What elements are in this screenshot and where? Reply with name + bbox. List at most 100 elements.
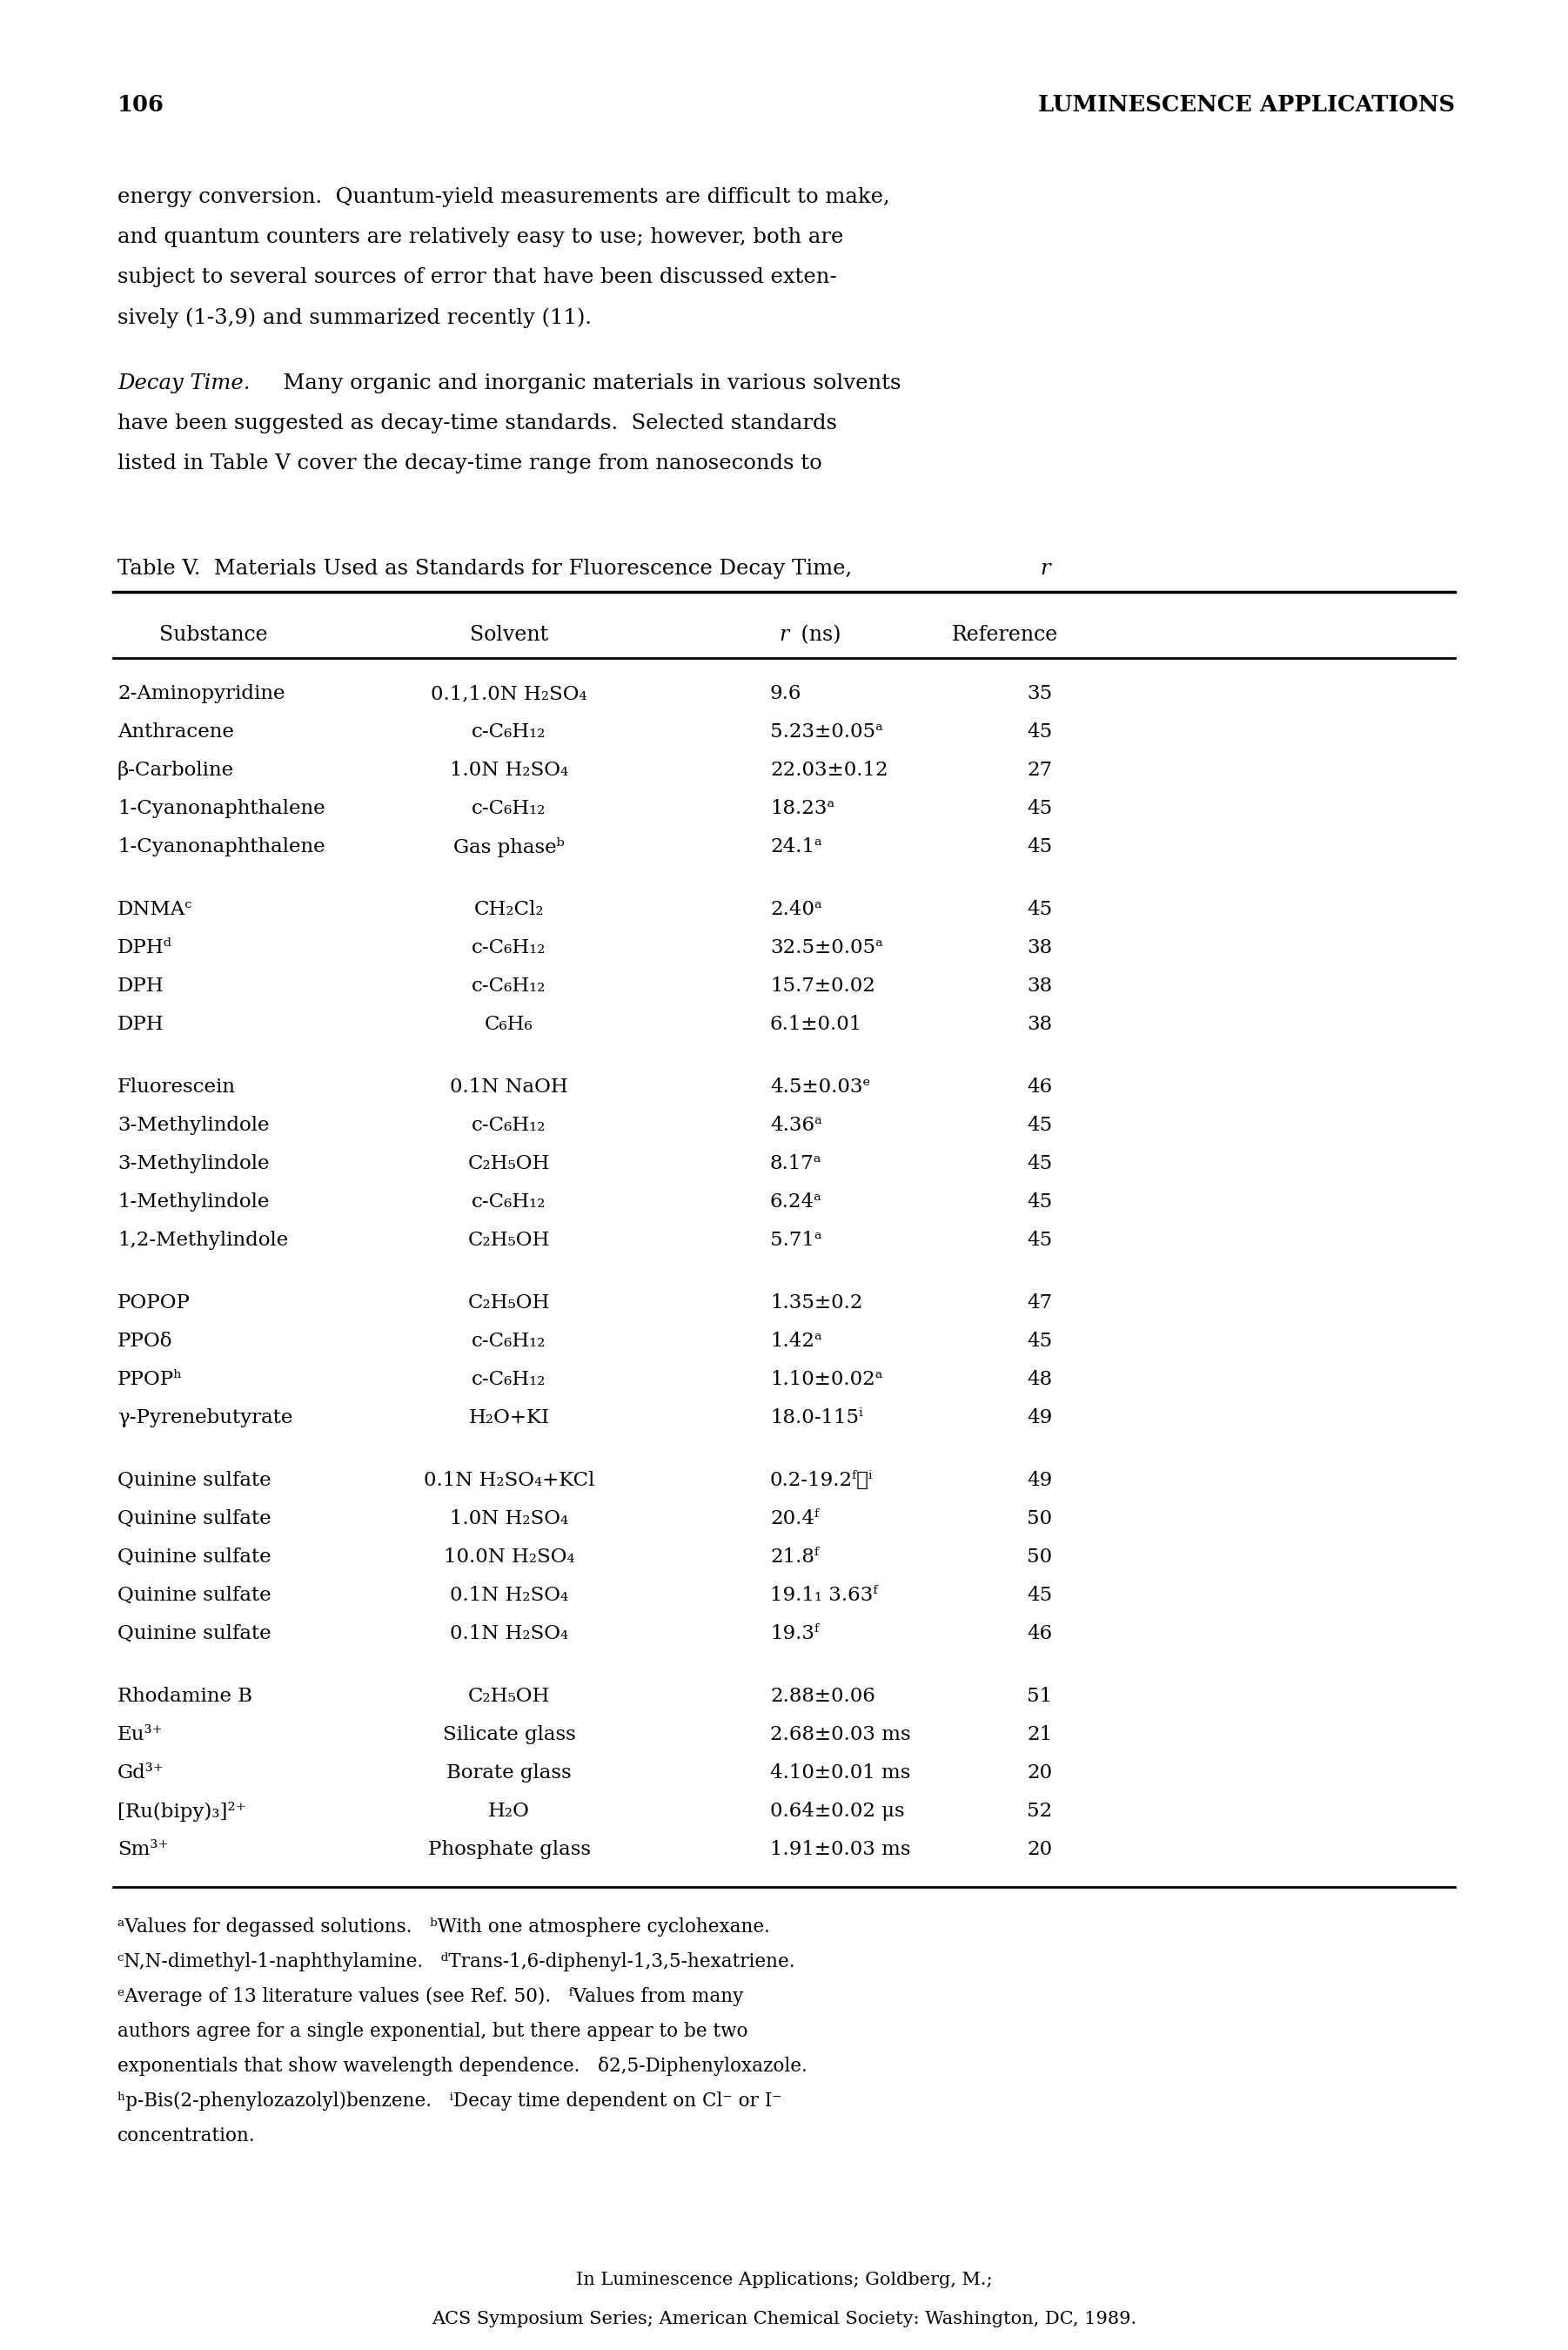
Text: 50: 50 — [1027, 1509, 1052, 1528]
Text: 5.71ᵃ: 5.71ᵃ — [770, 1231, 822, 1250]
Text: Table V.  Materials Used as Standards for Fluorescence Decay Time,: Table V. Materials Used as Standards for… — [118, 559, 859, 578]
Text: DPH: DPH — [118, 978, 165, 996]
Text: 2.68±0.03 ms: 2.68±0.03 ms — [770, 1725, 911, 1744]
Text: Borate glass: Borate glass — [447, 1762, 571, 1784]
Text: 0.2-19.2ᶠ，ⁱ: 0.2-19.2ᶠ，ⁱ — [770, 1471, 873, 1490]
Text: 38: 38 — [1027, 978, 1052, 996]
Text: 1,2-Methylindole: 1,2-Methylindole — [118, 1231, 289, 1250]
Text: 38: 38 — [1027, 1015, 1052, 1034]
Text: LUMINESCENCE APPLICATIONS: LUMINESCENCE APPLICATIONS — [1038, 94, 1455, 115]
Text: subject to several sources of error that have been discussed exten-: subject to several sources of error that… — [118, 268, 837, 287]
Text: Gd³⁺: Gd³⁺ — [118, 1762, 165, 1784]
Text: ʰp-Bis(2-phenylozazolyl)benzene.   ⁱDecay time dependent on Cl⁻ or I⁻: ʰp-Bis(2-phenylozazolyl)benzene. ⁱDecay … — [118, 2092, 782, 2110]
Text: 46: 46 — [1027, 1624, 1052, 1643]
Text: 3-Methylindole: 3-Methylindole — [118, 1116, 270, 1135]
Text: 38: 38 — [1027, 938, 1052, 956]
Text: 4.36ᵃ: 4.36ᵃ — [770, 1116, 822, 1135]
Text: 20.4ᶠ: 20.4ᶠ — [770, 1509, 818, 1528]
Text: 35: 35 — [1027, 684, 1052, 703]
Text: Reference: Reference — [952, 625, 1058, 644]
Text: Silicate glass: Silicate glass — [442, 1725, 575, 1744]
Text: β-Carboline: β-Carboline — [118, 761, 234, 780]
Text: 27: 27 — [1027, 761, 1052, 780]
Text: 45: 45 — [1027, 1116, 1052, 1135]
Text: Quinine sulfate: Quinine sulfate — [118, 1549, 271, 1567]
Text: Quinine sulfate: Quinine sulfate — [118, 1509, 271, 1528]
Text: ACS Symposium Series; American Chemical Society: Washington, DC, 1989.: ACS Symposium Series; American Chemical … — [431, 2310, 1137, 2326]
Text: 8.17ᵃ: 8.17ᵃ — [770, 1154, 822, 1173]
Text: Gas phaseᵇ: Gas phaseᵇ — [453, 837, 564, 858]
Text: c-C₆H₁₂: c-C₆H₁₂ — [472, 1116, 546, 1135]
Text: 6.1±0.01: 6.1±0.01 — [770, 1015, 862, 1034]
Text: H₂O: H₂O — [488, 1802, 530, 1821]
Text: 45: 45 — [1027, 1154, 1052, 1173]
Text: Quinine sulfate: Quinine sulfate — [118, 1624, 271, 1643]
Text: c-C₆H₁₂: c-C₆H₁₂ — [472, 1191, 546, 1213]
Text: In Luminescence Applications; Goldberg, M.;: In Luminescence Applications; Goldberg, … — [575, 2272, 993, 2289]
Text: 49: 49 — [1027, 1408, 1052, 1426]
Text: r: r — [1040, 559, 1051, 578]
Text: 2.88±0.06: 2.88±0.06 — [770, 1687, 875, 1706]
Text: C₂H₅OH: C₂H₅OH — [467, 1154, 550, 1173]
Text: Quinine sulfate: Quinine sulfate — [118, 1586, 271, 1605]
Text: 2.40ᵃ: 2.40ᵃ — [770, 900, 822, 919]
Text: 1-Cyanonaphthalene: 1-Cyanonaphthalene — [118, 837, 325, 855]
Text: C₂H₅OH: C₂H₅OH — [467, 1231, 550, 1250]
Text: 45: 45 — [1027, 900, 1052, 919]
Text: Rhodamine B: Rhodamine B — [118, 1687, 252, 1706]
Text: PPOPʰ: PPOPʰ — [118, 1370, 183, 1389]
Text: 1.35±0.2: 1.35±0.2 — [770, 1293, 862, 1314]
Text: 45: 45 — [1027, 1231, 1052, 1250]
Text: 3-Methylindole: 3-Methylindole — [118, 1154, 270, 1173]
Text: Eu³⁺: Eu³⁺ — [118, 1725, 163, 1744]
Text: Fluorescein: Fluorescein — [118, 1079, 235, 1097]
Text: energy conversion.  Quantum-yield measurements are difficult to make,: energy conversion. Quantum-yield measure… — [118, 188, 889, 207]
Text: DPHᵈ: DPHᵈ — [118, 938, 172, 956]
Text: POPOP: POPOP — [118, 1293, 191, 1314]
Text: Decay Time.: Decay Time. — [118, 374, 251, 392]
Text: 1.10±0.02ᵃ: 1.10±0.02ᵃ — [770, 1370, 883, 1389]
Text: c-C₆H₁₂: c-C₆H₁₂ — [472, 938, 546, 956]
Text: and quantum counters are relatively easy to use; however, both are: and quantum counters are relatively easy… — [118, 228, 844, 247]
Text: 5.23±0.05ᵃ: 5.23±0.05ᵃ — [770, 721, 883, 743]
Text: 0.1N H₂SO₄: 0.1N H₂SO₄ — [450, 1586, 568, 1605]
Text: 106: 106 — [118, 94, 165, 115]
Text: 6.24ᵃ: 6.24ᵃ — [770, 1191, 822, 1213]
Text: 46: 46 — [1027, 1079, 1052, 1097]
Text: 45: 45 — [1027, 1191, 1052, 1213]
Text: 45: 45 — [1027, 799, 1052, 818]
Text: 50: 50 — [1027, 1549, 1052, 1567]
Text: sively (1-3,9) and summarized recently (11).: sively (1-3,9) and summarized recently (… — [118, 308, 591, 327]
Text: 1.0N H₂SO₄: 1.0N H₂SO₄ — [450, 1509, 568, 1528]
Text: 45: 45 — [1027, 837, 1052, 855]
Text: 1-Cyanonaphthalene: 1-Cyanonaphthalene — [118, 799, 325, 818]
Text: 48: 48 — [1027, 1370, 1052, 1389]
Text: 19.1₁ 3.63ᶠ: 19.1₁ 3.63ᶠ — [770, 1586, 878, 1605]
Text: 1-Methylindole: 1-Methylindole — [118, 1191, 270, 1213]
Text: 47: 47 — [1027, 1293, 1052, 1314]
Text: C₆H₆: C₆H₆ — [485, 1015, 533, 1034]
Text: c-C₆H₁₂: c-C₆H₁₂ — [472, 1332, 546, 1351]
Text: H₂O+KI: H₂O+KI — [469, 1408, 549, 1426]
Text: Quinine sulfate: Quinine sulfate — [118, 1471, 271, 1490]
Text: 0.1,1.0N H₂SO₄: 0.1,1.0N H₂SO₄ — [431, 684, 586, 703]
Text: c-C₆H₁₂: c-C₆H₁₂ — [472, 1370, 546, 1389]
Text: 2-Aminopyridine: 2-Aminopyridine — [118, 684, 285, 703]
Text: ᶜN,N-dimethyl-1-naphthylamine.   ᵈTrans-1,6-diphenyl-1,3,5-hexatriene.: ᶜN,N-dimethyl-1-naphthylamine. ᵈTrans-1,… — [118, 1953, 795, 1972]
Text: c-C₆H₁₂: c-C₆H₁₂ — [472, 978, 546, 996]
Text: Many organic and inorganic materials in various solvents: Many organic and inorganic materials in … — [270, 374, 902, 392]
Text: 51: 51 — [1027, 1687, 1052, 1706]
Text: Substance: Substance — [158, 625, 268, 644]
Text: Sm³⁺: Sm³⁺ — [118, 1840, 168, 1859]
Text: PPOẟ: PPOẟ — [118, 1332, 172, 1351]
Text: [Ru(bipy)₃]²⁺: [Ru(bipy)₃]²⁺ — [118, 1802, 246, 1821]
Text: DNMAᶜ: DNMAᶜ — [118, 900, 193, 919]
Text: 32.5±0.05ᵃ: 32.5±0.05ᵃ — [770, 938, 883, 956]
Text: 52: 52 — [1027, 1802, 1052, 1821]
Text: 0.1N H₂SO₄: 0.1N H₂SO₄ — [450, 1624, 568, 1643]
Text: 1.42ᵃ: 1.42ᵃ — [770, 1332, 822, 1351]
Text: C₂H₅OH: C₂H₅OH — [467, 1293, 550, 1314]
Text: exponentials that show wavelength dependence.   ẟ2,5-Diphenyloxazole.: exponentials that show wavelength depend… — [118, 2056, 808, 2075]
Text: 1.0N H₂SO₄: 1.0N H₂SO₄ — [450, 761, 568, 780]
Text: c-C₆H₁₂: c-C₆H₁₂ — [472, 721, 546, 743]
